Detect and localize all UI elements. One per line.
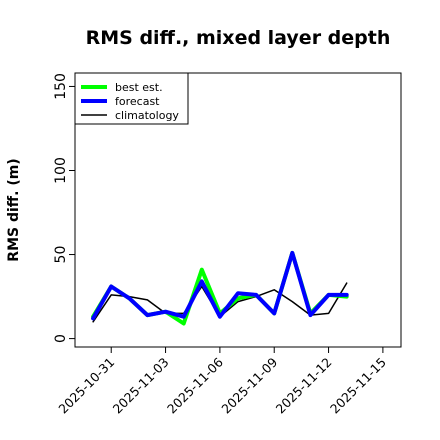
plot-frame [74, 72, 402, 348]
x-tick-label: 2025-11-03 [110, 355, 172, 417]
x-tick-label: 2025-11-12 [273, 355, 335, 417]
x-tick-label: 2025-11-15 [327, 355, 389, 417]
legend-label-forecast: forecast [115, 95, 160, 108]
legend-label-best-est: best est. [115, 81, 163, 94]
x-tick-label: 2025-11-09 [218, 354, 280, 416]
series-line-forecast [91, 250, 349, 321]
x-tick-label: 2025-10-31 [55, 355, 117, 417]
legend-label-climatology: climatology [115, 109, 179, 122]
y-tick-label: 150 [53, 73, 69, 100]
y-tick-label: 100 [53, 157, 69, 184]
plot-area: 0 50 100 150 2025-10-312025-11-032025-11-06… [53, 72, 402, 416]
series-layer [91, 250, 349, 326]
legend: best est. forecast climatology [74, 72, 189, 125]
x-tick-label: 2025-11-06 [164, 354, 226, 416]
y-axis: 0 50 100 150 [53, 73, 75, 343]
x-axis: 2025-10-312025-11-032025-11-062025-11-09… [55, 347, 389, 416]
y-axis-label: RMS diff. (m) [6, 158, 22, 261]
y-tick-label: 0 [53, 334, 69, 343]
chart-title: RMS diff., mixed layer depth [86, 27, 391, 49]
y-tick-label: 50 [53, 246, 69, 264]
